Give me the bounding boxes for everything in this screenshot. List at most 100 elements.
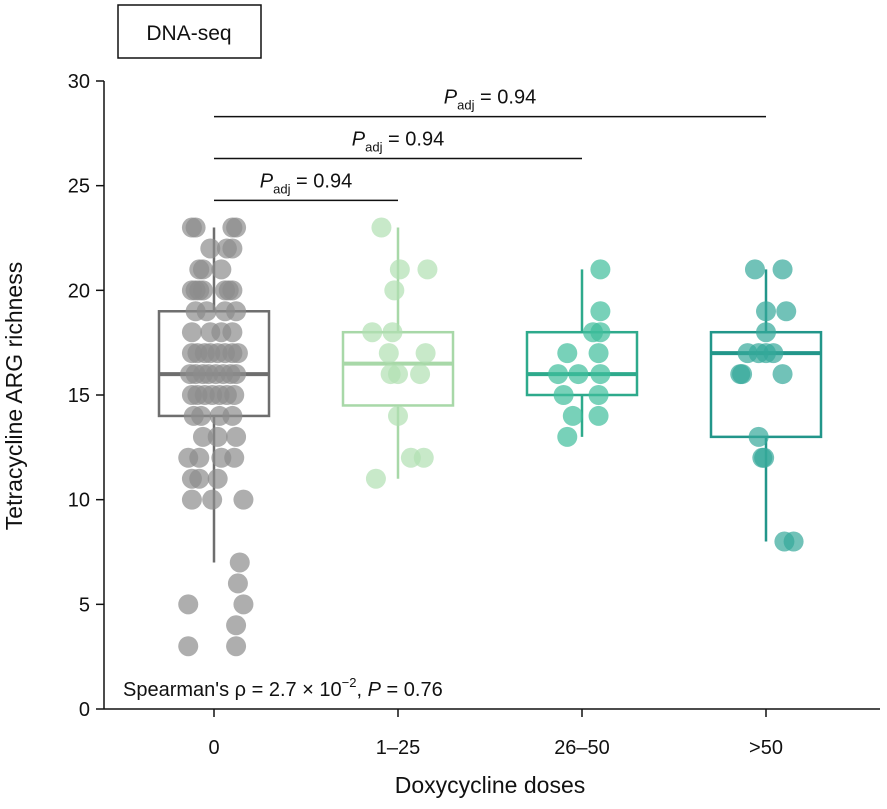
data-point (588, 385, 609, 405)
data-point (783, 531, 804, 552)
stats-p-value: = 0.76 (381, 679, 443, 701)
y-tick-label: 20 (68, 280, 90, 302)
data-point (222, 280, 243, 301)
data-point (772, 364, 793, 385)
data-point (226, 301, 247, 322)
data-point (590, 259, 611, 280)
bracket-p-value: = 0.94 (474, 87, 536, 109)
y-tick-label: 25 (68, 176, 90, 198)
data-point (181, 217, 202, 238)
y-tick-label: 30 (68, 71, 90, 93)
y-tick-label: 5 (79, 594, 90, 616)
points (178, 217, 804, 657)
data-point (378, 343, 399, 364)
data-point (568, 364, 589, 385)
data-point (384, 280, 405, 301)
x-tick-label: >50 (749, 737, 783, 759)
data-point (192, 280, 213, 301)
bracket-p-subscript: adj (365, 139, 382, 154)
bracket-p-subscript: adj (273, 181, 290, 196)
bracket-p-subscript: adj (457, 98, 474, 113)
data-point (362, 322, 383, 343)
y-axis-title: Tetracycline ARG richness (1, 262, 27, 530)
box-group (525, 269, 639, 437)
data-point (229, 552, 250, 573)
bracket-p-value: = 0.94 (382, 128, 444, 150)
data-point (202, 489, 223, 510)
data-point (590, 364, 611, 385)
stats-prefix: Spearman's ρ = 2.7 × 10 (123, 679, 342, 701)
data-point (192, 259, 213, 280)
x-tick-label: 1–25 (376, 737, 421, 759)
data-point (776, 301, 797, 322)
panel-label-frame (117, 4, 262, 59)
panel-label: DNA-seq (117, 4, 262, 59)
y-tick-label: 15 (68, 385, 90, 407)
data-point (557, 343, 578, 364)
data-point (371, 217, 392, 238)
data-point (388, 364, 408, 385)
data-point (224, 447, 245, 468)
data-point (226, 364, 247, 385)
boxes (157, 227, 823, 563)
y-tick-label: 10 (68, 490, 90, 512)
data-point (178, 594, 199, 615)
data-point (227, 573, 248, 594)
data-point (181, 322, 202, 343)
data-point (382, 322, 403, 343)
data-point (226, 615, 247, 636)
bracket-label: Padj = 0.94 (444, 87, 536, 113)
x-tick-label: 26–50 (554, 737, 610, 759)
data-point (192, 426, 213, 447)
data-point (732, 364, 753, 385)
data-point (191, 405, 212, 426)
data-point (226, 217, 247, 238)
data-point (222, 405, 243, 426)
x-axis-title: Doxycycline doses (395, 772, 585, 798)
data-point (211, 259, 232, 280)
box-body (525, 330, 639, 397)
data-point (200, 238, 221, 259)
data-point (756, 322, 776, 343)
data-point (227, 343, 248, 364)
stats-p-symbol: P (368, 679, 382, 701)
bracket-label: Padj = 0.94 (260, 170, 352, 196)
significance-bracket: Padj = 0.94 (214, 170, 398, 202)
data-point (756, 343, 776, 364)
data-point (207, 468, 228, 489)
bracket-label: Padj = 0.94 (352, 128, 444, 154)
data-point (222, 238, 243, 259)
data-point (181, 489, 202, 510)
data-point (178, 636, 199, 657)
data-point (189, 447, 210, 468)
data-point (207, 426, 228, 447)
data-point (389, 259, 410, 280)
stats-separator: , (357, 679, 368, 701)
x-ticks: 0 1–25 26–50 >50 (208, 709, 783, 759)
data-point (557, 426, 578, 447)
significance-bracket: Padj = 0.94 (214, 128, 582, 160)
stats-exponent: −2 (342, 675, 357, 690)
data-point (365, 468, 386, 489)
data-point (189, 468, 210, 489)
data-point (590, 301, 611, 322)
data-point (588, 405, 609, 426)
bracket-p-symbol: P (352, 128, 366, 150)
bracket-p-symbol: P (260, 170, 274, 192)
data-point (548, 364, 569, 385)
data-point (754, 447, 775, 468)
data-point (417, 259, 438, 280)
data-point (222, 322, 243, 343)
data-point (410, 364, 431, 385)
data-point (233, 489, 254, 510)
data-point (415, 343, 436, 364)
y-ticks: 0 5 10 15 20 25 30 (68, 71, 104, 721)
data-point (553, 385, 574, 405)
data-point (226, 636, 247, 657)
data-point (226, 426, 247, 447)
bracket-p-value: = 0.94 (290, 170, 352, 192)
data-point (756, 301, 776, 322)
data-point (588, 343, 609, 364)
